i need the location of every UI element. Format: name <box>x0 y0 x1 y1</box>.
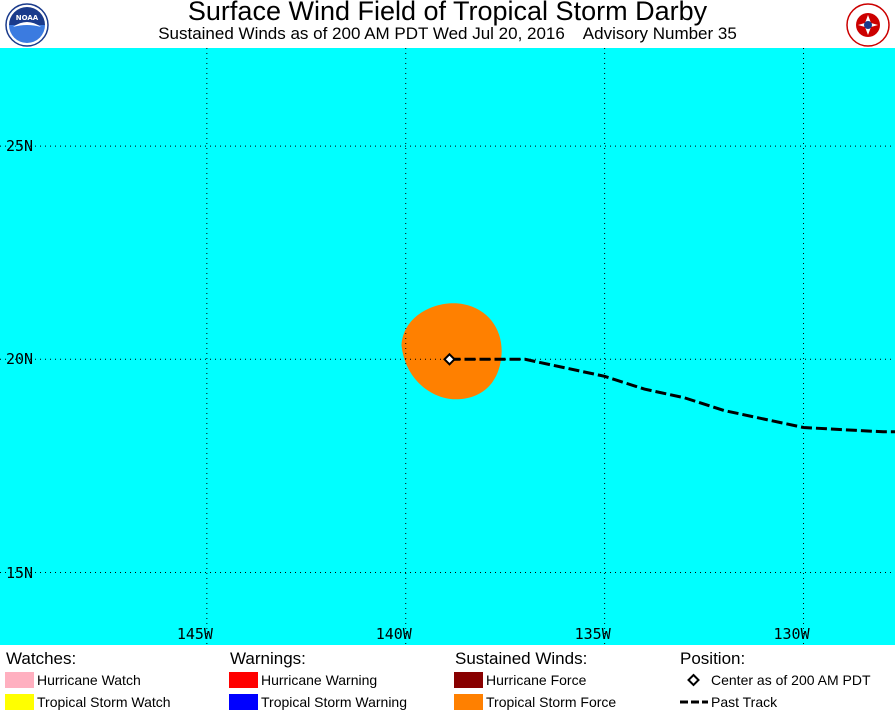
legend-warnings-heading: Warnings: <box>230 649 306 668</box>
legend-hurricane-warning: Hurricane Warning <box>229 671 377 689</box>
hurricane-warning-swatch <box>229 672 258 688</box>
nws-logo-icon <box>846 3 890 47</box>
legend-label: Center as of 200 AM PDT <box>711 672 871 688</box>
legend-position-heading: Position: <box>680 649 746 668</box>
svg-text:NOAA: NOAA <box>16 14 39 22</box>
dashed-line-icon <box>679 694 708 710</box>
legend-label: Tropical Storm Force <box>486 694 617 710</box>
legend-tropical-storm-force: Tropical Storm Force <box>454 693 616 711</box>
longitude-label: 135W <box>574 625 611 643</box>
tropical-storm-force-wind-field <box>401 303 502 400</box>
storm-center-diamond-icon <box>443 352 456 366</box>
tropical-storm-force-swatch <box>454 694 483 710</box>
legend: Watches: Hurricane Watch Tropical Storm … <box>0 645 895 716</box>
diamond-icon <box>679 672 708 688</box>
legend-label: Hurricane Warning <box>261 672 378 688</box>
legend-hurricane-force: Hurricane Force <box>454 671 586 689</box>
map-subtitle: Sustained Winds as of 200 AM PDT Wed Jul… <box>158 24 737 43</box>
longitude-label: 145W <box>176 625 213 643</box>
legend-label: Past Track <box>711 694 778 710</box>
latitude-label: 25N <box>6 137 34 156</box>
latitude-label: 15N <box>6 563 34 582</box>
legend-label: Hurricane Force <box>486 672 587 688</box>
map-canvas <box>0 48 895 645</box>
legend-winds-heading: Sustained Winds: <box>455 649 588 668</box>
legend-tropical-storm-warning: Tropical Storm Warning <box>229 693 407 711</box>
legend-label: Hurricane Watch <box>37 672 141 688</box>
past-track-line <box>449 357 895 434</box>
noaa-logo-icon: NOAA <box>5 3 49 47</box>
tropical-storm-warning-swatch <box>229 694 258 710</box>
longitude-label: 130W <box>773 625 810 643</box>
hurricane-force-swatch <box>454 672 483 688</box>
latitude-label: 20N <box>6 350 34 369</box>
legend-label: Tropical Storm Watch <box>37 694 171 710</box>
legend-past-track: Past Track <box>679 693 777 711</box>
tropical-storm-watch-swatch <box>5 694 34 710</box>
legend-watches-heading: Watches: <box>6 649 77 668</box>
hurricane-watch-swatch <box>5 672 34 688</box>
legend-center: Center as of 200 AM PDT <box>679 671 871 689</box>
legend-hurricane-watch: Hurricane Watch <box>5 671 141 689</box>
map-title: Surface Wind Field of Tropical Storm Dar… <box>187 0 708 26</box>
legend-label: Tropical Storm Warning <box>261 694 408 710</box>
wind-field-map: 25N 20N 15N 145W 140W 135W 130W <box>0 48 895 645</box>
longitude-label: 140W <box>375 625 412 643</box>
legend-tropical-storm-watch: Tropical Storm Watch <box>5 693 171 711</box>
